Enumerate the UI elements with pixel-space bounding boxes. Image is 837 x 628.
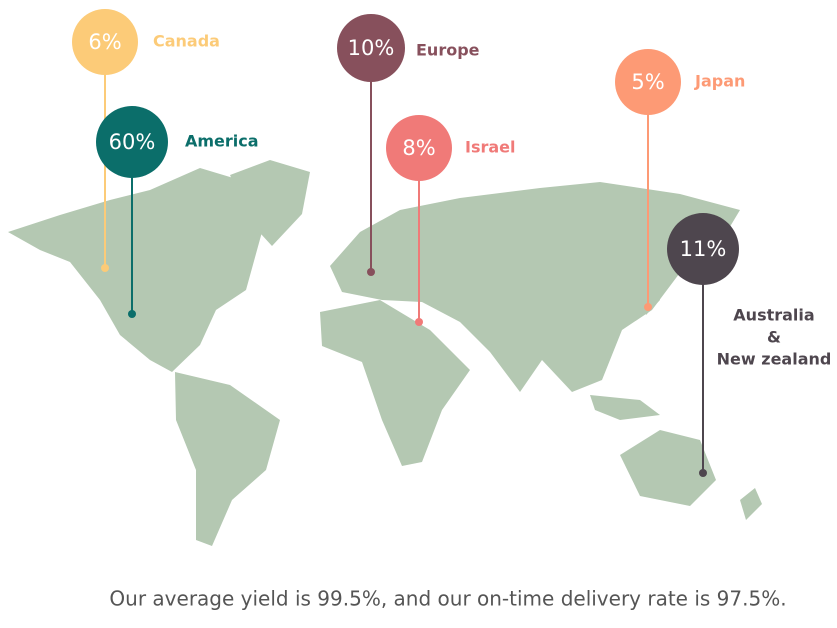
marker-value: 5%: [631, 70, 664, 94]
marker-bubble: [615, 49, 681, 115]
marker-dot: [644, 303, 652, 311]
marker-dot: [101, 264, 109, 272]
marker-value: 11%: [680, 237, 727, 261]
marker-label: &: [767, 328, 781, 347]
marker-dot: [367, 268, 375, 276]
world-map: [8, 160, 762, 546]
marker-label: Japan: [694, 72, 745, 91]
marker-bubble: [386, 115, 452, 181]
marker-label: America: [185, 132, 259, 151]
marker-bubble: [96, 106, 168, 178]
marker-dot: [128, 310, 136, 318]
marker-bubble: [667, 213, 739, 285]
marker-value: 10%: [348, 36, 395, 60]
marker-bubble: [72, 9, 138, 75]
marker-dot: [415, 318, 423, 326]
marker-dot: [699, 469, 707, 477]
marker-label: New zealand: [717, 350, 832, 369]
caption: Our average yield is 99.5%, and our on-t…: [109, 587, 786, 611]
marker-value: 60%: [109, 130, 156, 154]
marker-value: 6%: [88, 30, 121, 54]
marker-label: Europe: [416, 41, 480, 60]
marker-label: Israel: [465, 138, 516, 157]
marker-bubble: [337, 14, 405, 82]
marker-label: Australia: [733, 306, 814, 325]
marker-value: 8%: [402, 136, 435, 160]
marker-label: Canada: [153, 32, 220, 51]
